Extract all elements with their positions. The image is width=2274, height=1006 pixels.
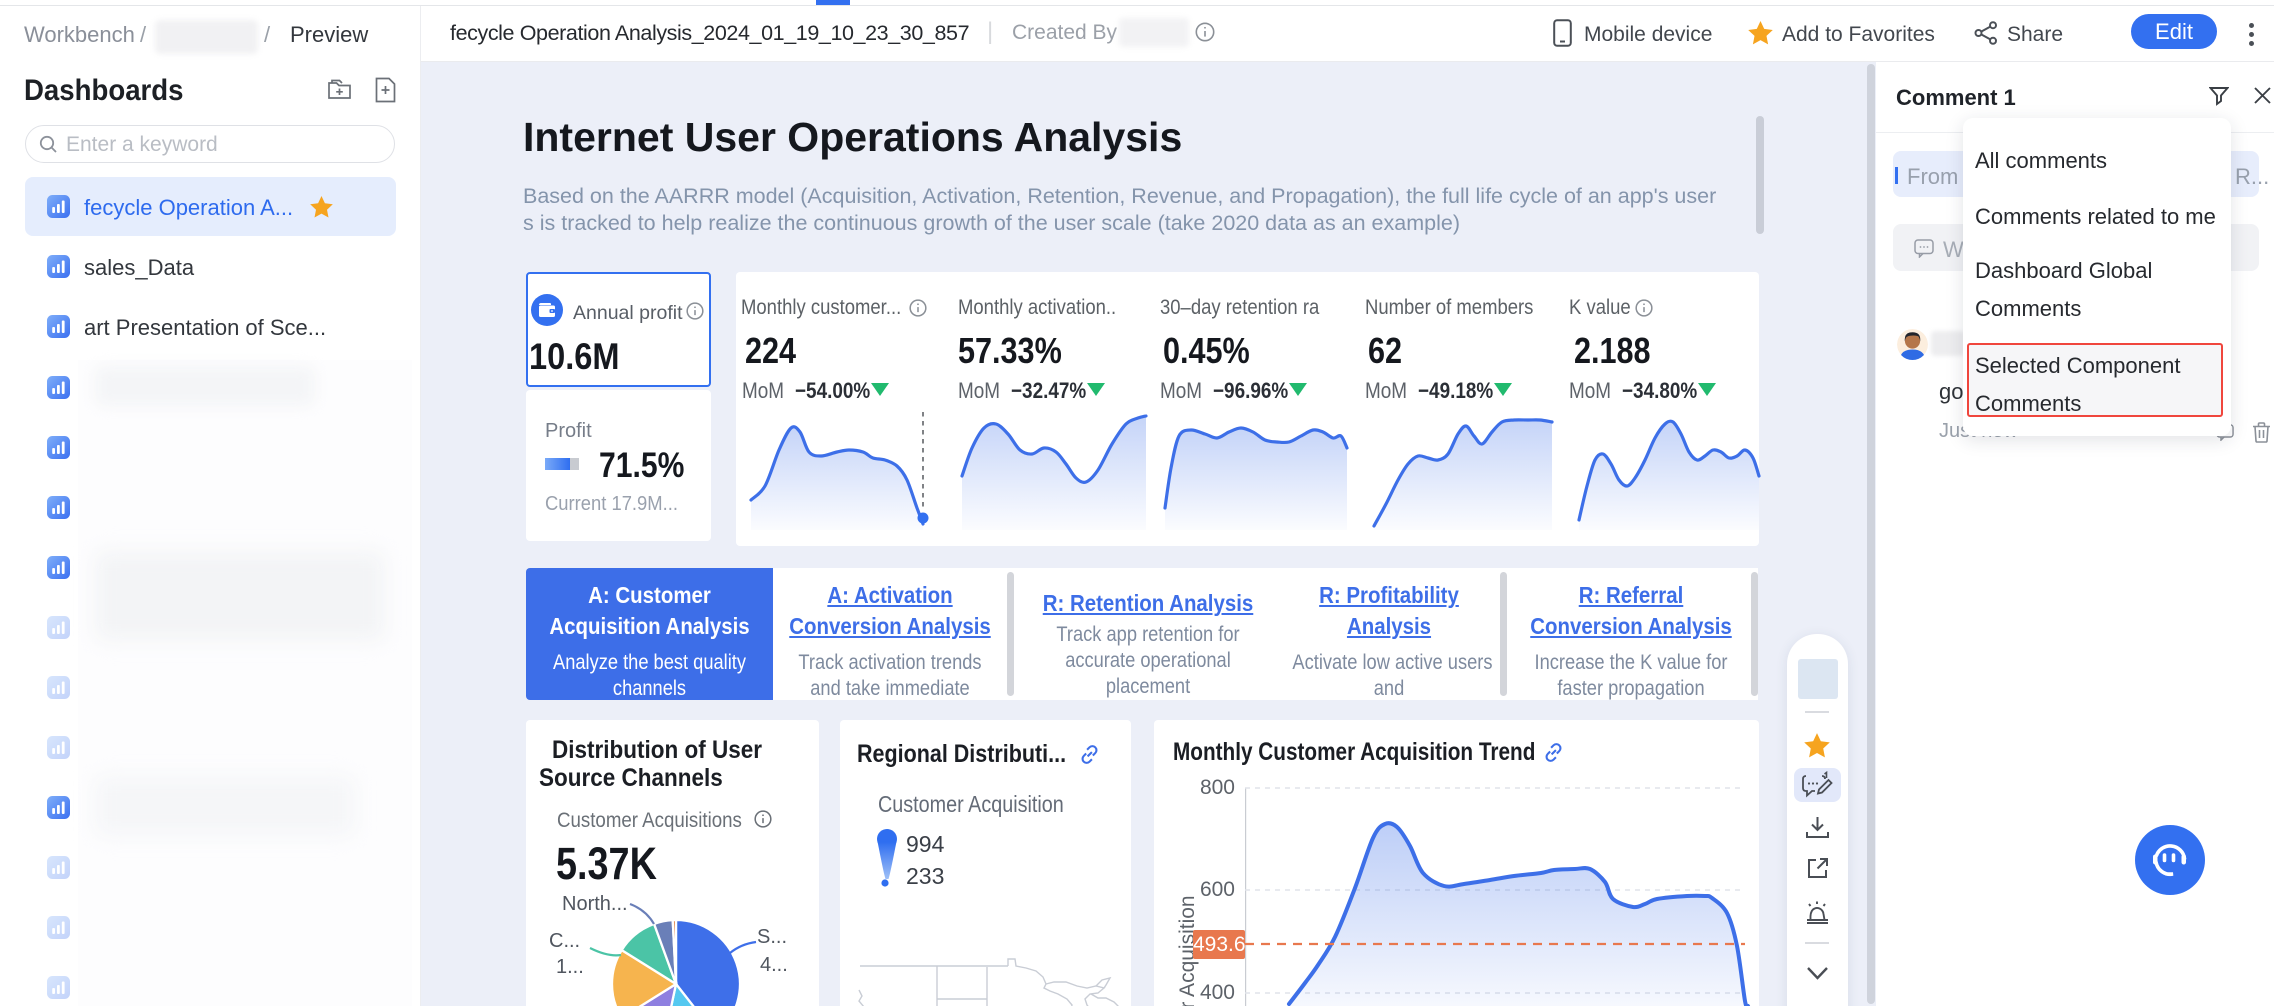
svg-text:4...: 4... [760, 954, 788, 976]
svg-text:North...: North... [562, 893, 628, 915]
svg-text:C...: C... [549, 930, 580, 952]
svg-text:1...: 1... [556, 956, 584, 978]
svg-text:S...: S... [757, 926, 787, 948]
